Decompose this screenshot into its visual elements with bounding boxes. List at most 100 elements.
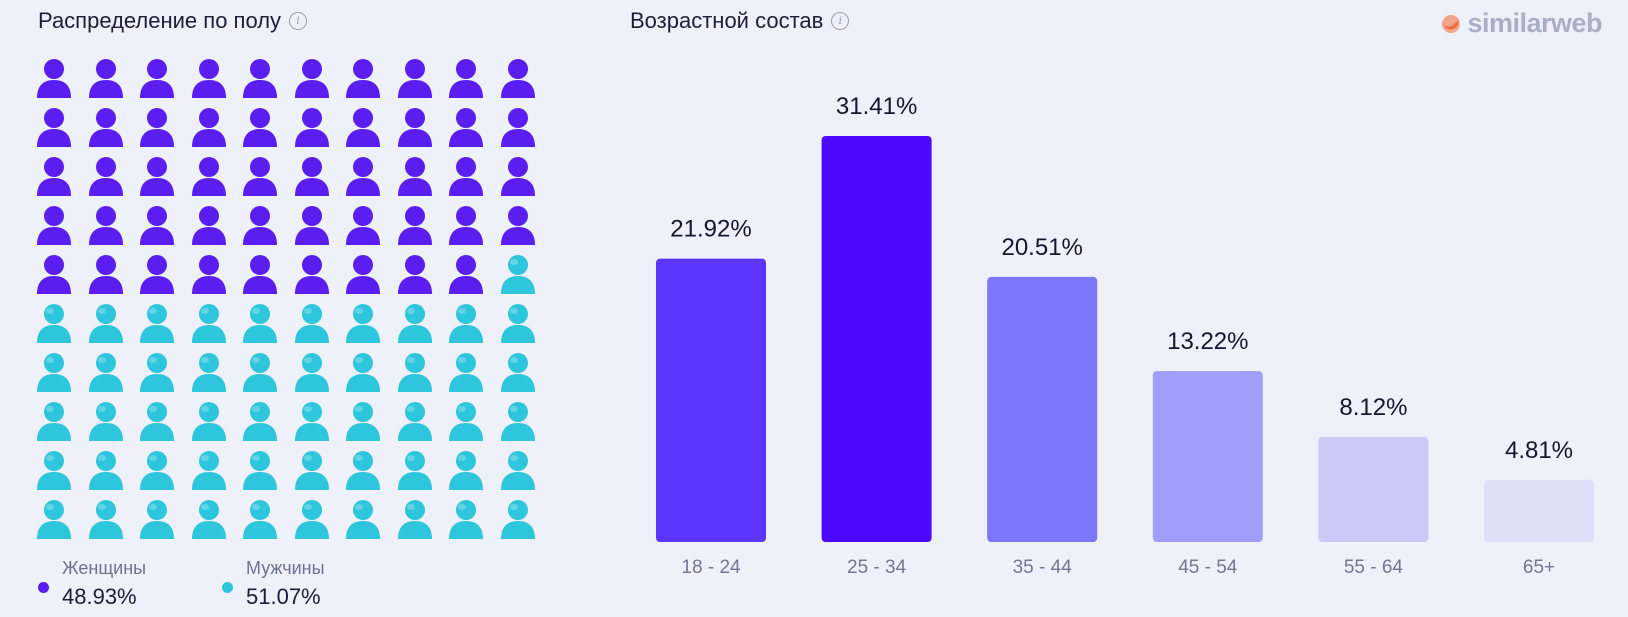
person-icon-men bbox=[88, 402, 123, 441]
person-icon-women bbox=[397, 108, 432, 147]
person-icon-men bbox=[88, 451, 123, 490]
person-icon-men bbox=[449, 500, 483, 539]
person-icon-women bbox=[37, 157, 71, 196]
person-icon-women bbox=[397, 59, 432, 98]
person-icon-women bbox=[140, 59, 174, 98]
bar-value-label: 21.92% bbox=[670, 216, 751, 243]
person-icon-men bbox=[397, 402, 432, 441]
person-icon-men bbox=[243, 353, 277, 392]
person-icon-men bbox=[88, 353, 123, 392]
person-icon-women bbox=[243, 59, 277, 98]
bar-18-24[interactable] bbox=[656, 258, 766, 542]
info-icon[interactable]: i bbox=[289, 12, 308, 30]
similarweb-logo-text: similarweb bbox=[1467, 8, 1602, 38]
bar-45-54[interactable] bbox=[1152, 371, 1263, 542]
person-icon-men bbox=[500, 402, 535, 441]
gender-waffle-chart bbox=[36, 58, 556, 548]
person-icon-women bbox=[500, 108, 535, 147]
person-icon-women bbox=[140, 255, 174, 294]
person-icon-men bbox=[397, 500, 432, 539]
person-icon-men bbox=[243, 402, 277, 441]
person-icon-men bbox=[346, 451, 380, 490]
person-icon-women bbox=[140, 206, 174, 245]
person-icon-men bbox=[140, 304, 174, 343]
age-title-text: Возрастной состав bbox=[630, 8, 824, 33]
person-icon-men bbox=[294, 353, 329, 392]
bar-55-64[interactable] bbox=[1318, 437, 1429, 542]
legend-value-women: 48.93% bbox=[62, 584, 137, 609]
person-icon-men bbox=[449, 304, 483, 343]
person-icon-women bbox=[346, 206, 380, 245]
person-icon-men bbox=[191, 304, 226, 343]
similarweb-logo-icon bbox=[1442, 14, 1461, 33]
person-icon-women bbox=[88, 157, 123, 196]
person-icon-men bbox=[449, 402, 483, 441]
bar-value-label: 13.22% bbox=[1167, 328, 1248, 355]
person-icon-women bbox=[243, 157, 277, 196]
person-icon-women bbox=[500, 206, 535, 245]
person-icon-men bbox=[88, 304, 123, 343]
person-icon-women bbox=[500, 59, 535, 98]
bar-value-label: 4.81% bbox=[1505, 437, 1573, 464]
person-icon-men bbox=[140, 353, 174, 392]
person-icon-men bbox=[346, 402, 380, 441]
person-icon-men bbox=[37, 451, 71, 490]
person-icon-men bbox=[243, 451, 277, 490]
x-tick-label: 18 - 24 bbox=[681, 557, 741, 578]
person-icon-women bbox=[191, 255, 226, 294]
person-icon-women bbox=[346, 157, 380, 196]
person-icon-men bbox=[346, 500, 380, 539]
person-icon-men bbox=[243, 304, 277, 343]
person-icon-women bbox=[346, 108, 380, 147]
person-icon-women bbox=[500, 157, 535, 196]
person-icon-men bbox=[346, 304, 380, 343]
person-icon-women bbox=[191, 157, 226, 196]
person-icon-women bbox=[37, 59, 71, 98]
person-icon-women bbox=[449, 108, 483, 147]
person-icon-men bbox=[294, 500, 329, 539]
person-icon-women bbox=[88, 108, 123, 147]
x-tick-label: 35 - 44 bbox=[1013, 557, 1073, 578]
person-icon-women bbox=[294, 157, 329, 196]
person-icon-women bbox=[449, 255, 483, 294]
person-icon-men bbox=[88, 500, 123, 539]
person-icon-women bbox=[140, 108, 174, 147]
bar-35-44[interactable] bbox=[987, 276, 1098, 542]
bar-value-label: 20.51% bbox=[1001, 234, 1082, 261]
person-icon-men bbox=[191, 451, 226, 490]
person-icon-men bbox=[397, 451, 432, 490]
person-icon-women bbox=[449, 59, 483, 98]
person-icon-men bbox=[37, 353, 71, 392]
person-icon-men bbox=[500, 353, 535, 392]
x-tick-label: 65+ bbox=[1523, 557, 1555, 578]
person-icon-women bbox=[191, 59, 226, 98]
person-icon-women bbox=[243, 206, 277, 245]
person-icon-men bbox=[140, 451, 174, 490]
person-icon-women bbox=[294, 108, 329, 147]
info-icon[interactable]: i bbox=[831, 12, 850, 30]
person-icon-women bbox=[243, 255, 277, 294]
person-icon-women bbox=[88, 255, 123, 294]
person-icon-women bbox=[294, 255, 329, 294]
person-icon-men bbox=[191, 500, 226, 539]
person-icon-men bbox=[500, 451, 535, 490]
person-icon-men bbox=[500, 500, 535, 539]
person-icon-women bbox=[140, 157, 174, 196]
bar-65plus[interactable] bbox=[1484, 479, 1594, 542]
person-icon-women bbox=[449, 157, 483, 196]
person-icon-women bbox=[294, 59, 329, 98]
person-icon-women bbox=[243, 108, 277, 147]
person-icon-men bbox=[346, 353, 380, 392]
legend-value-men: 51.07% bbox=[246, 584, 321, 609]
person-icon-men bbox=[449, 353, 483, 392]
person-icon-women bbox=[397, 255, 432, 294]
person-icon-men bbox=[37, 402, 71, 441]
person-icon-men bbox=[397, 353, 432, 392]
person-icon-women bbox=[294, 206, 329, 245]
person-icon-women bbox=[88, 59, 123, 98]
legend-dot-men bbox=[222, 582, 233, 593]
person-icon-men bbox=[191, 353, 226, 392]
gender-title-text: Распределение по полу bbox=[38, 8, 282, 33]
bar-25-34[interactable] bbox=[821, 136, 932, 542]
bar-value-label: 31.41% bbox=[836, 93, 917, 120]
